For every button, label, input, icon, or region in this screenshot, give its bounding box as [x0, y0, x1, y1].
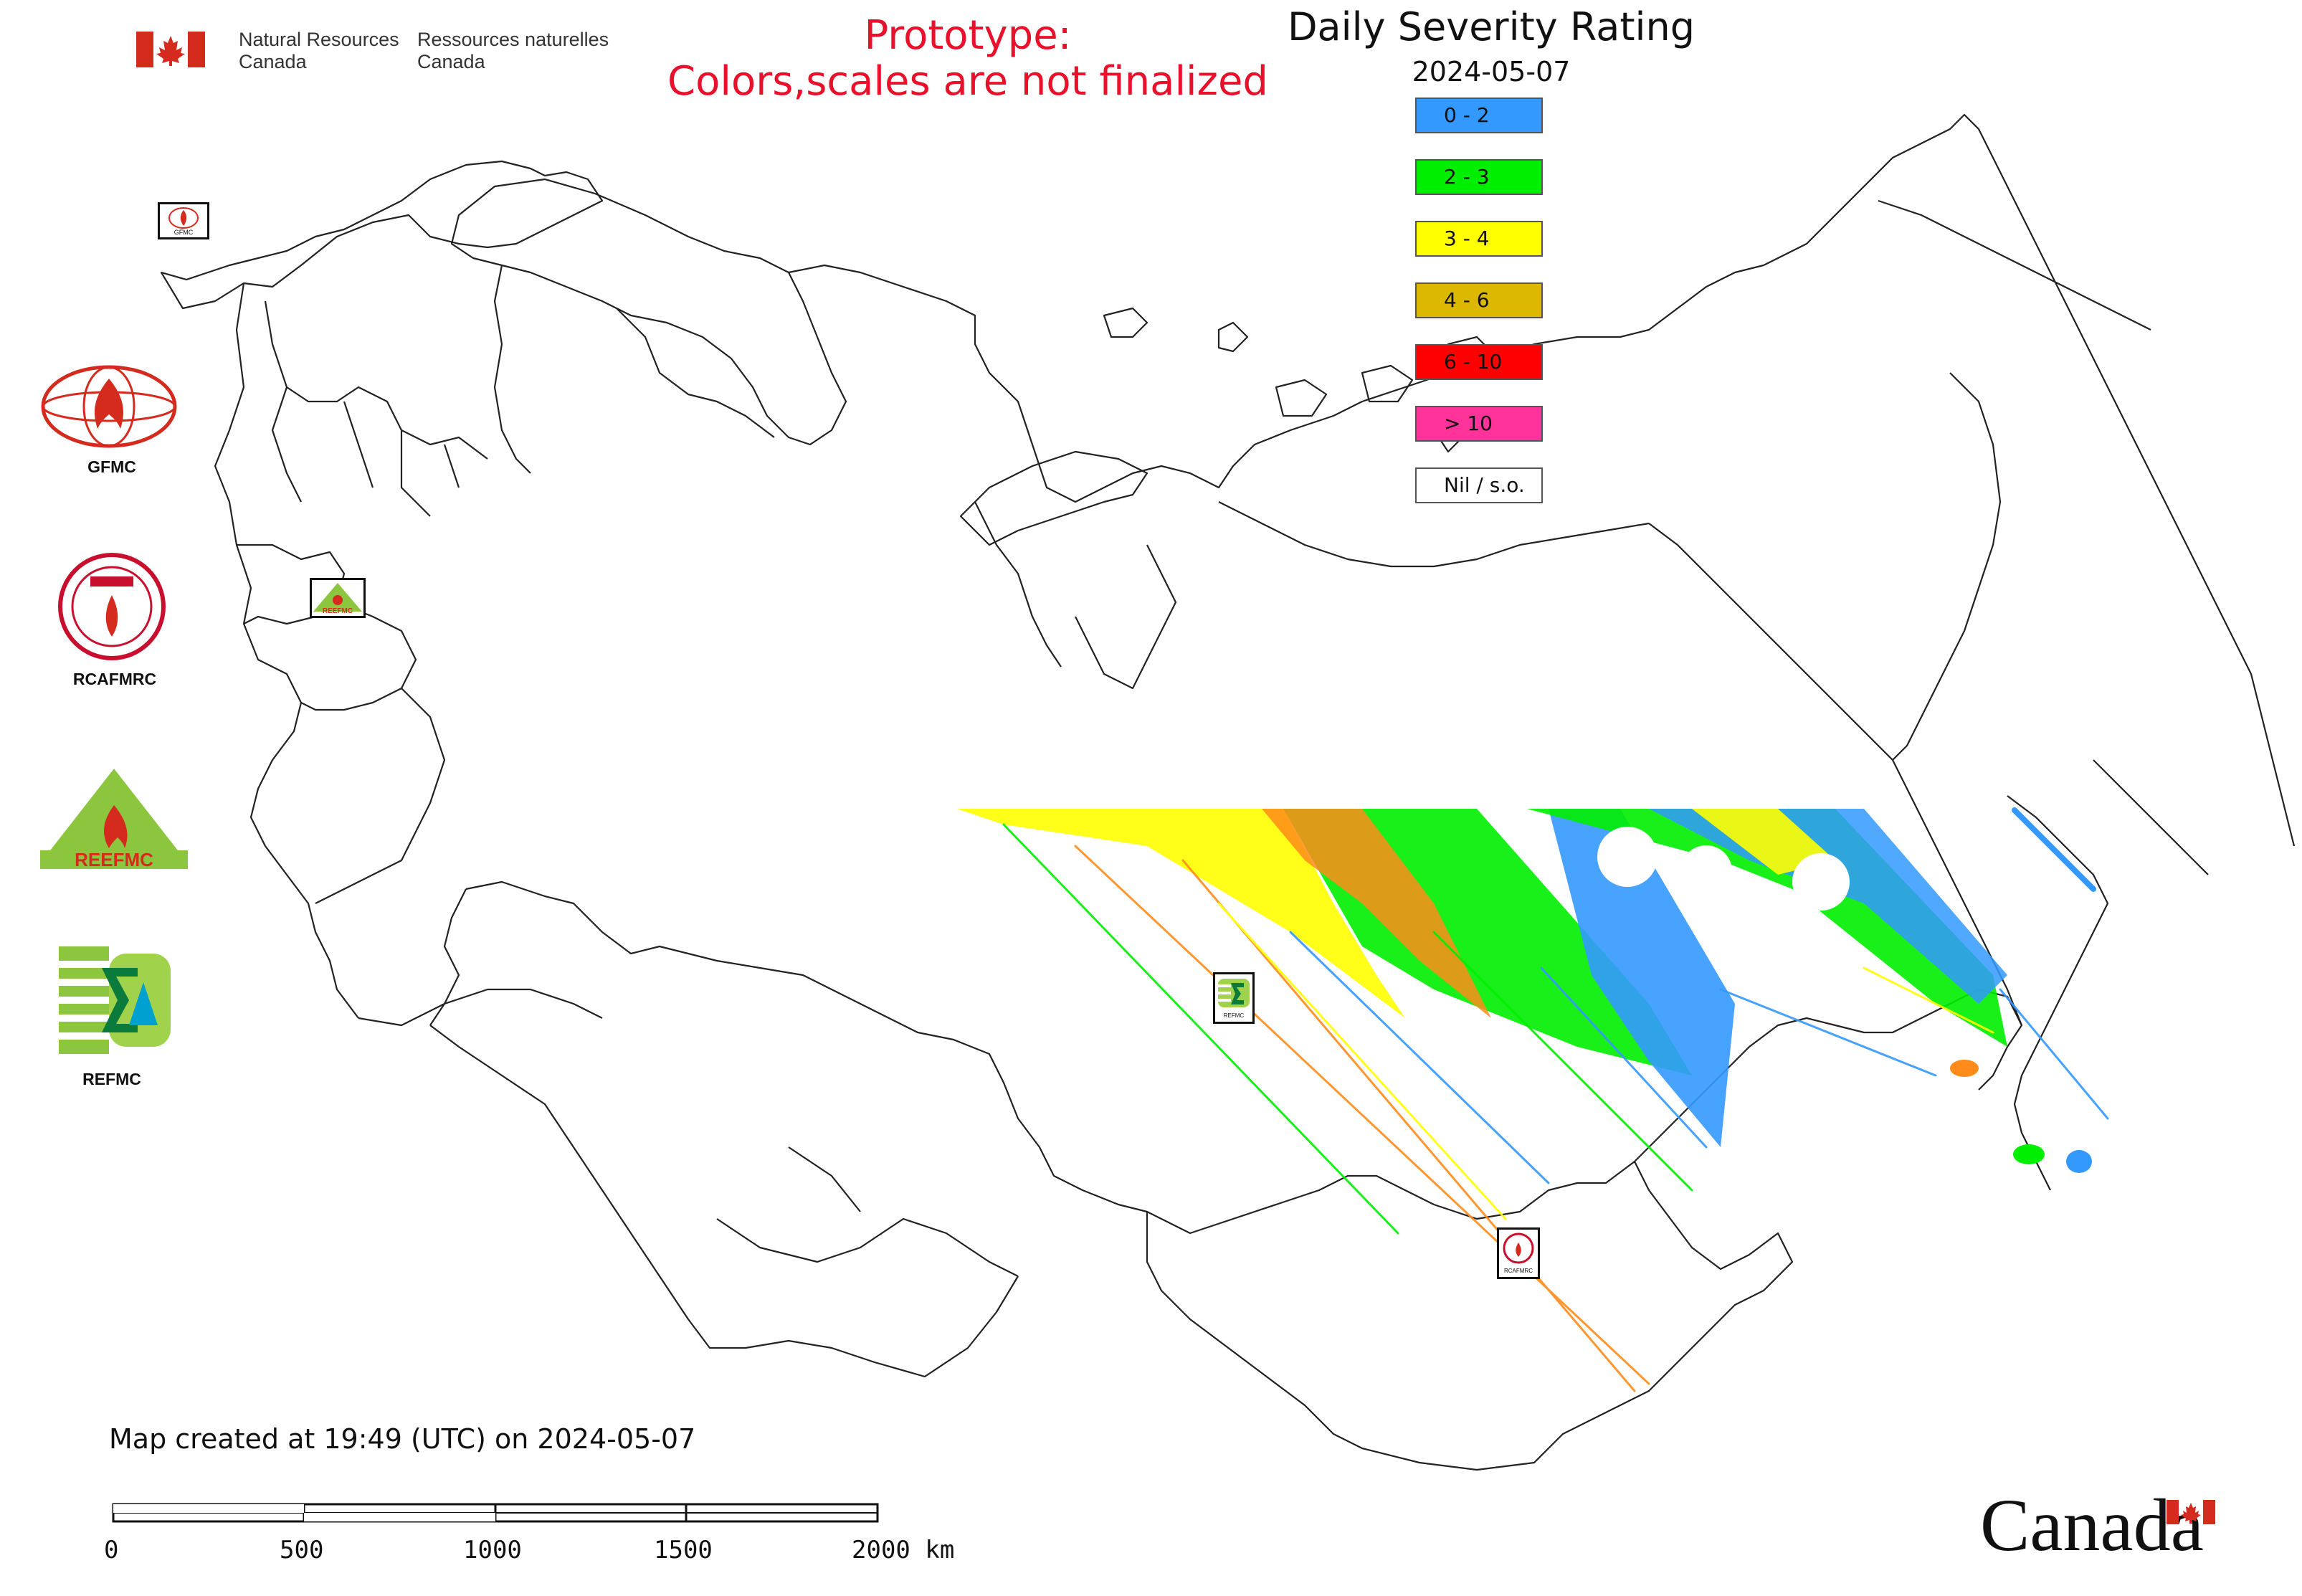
legend-class-3: 4 - 6: [1415, 282, 1543, 318]
central-asia-internal: [716, 1146, 1019, 1277]
taymyr-coast: [1218, 501, 1650, 568]
rcafmrc-marker[interactable]: RCAFMRC: [1497, 1227, 1540, 1279]
canada-wordmark-flag-icon: [2167, 1500, 2215, 1524]
scandinavia-internal: [264, 300, 488, 517]
kuril-islands: [2093, 759, 2209, 875]
refmc-marker-icon: REFMC: [1218, 979, 1250, 1019]
rcafmrc-marker-icon: RCAFMRC: [1503, 1232, 1534, 1274]
dept-name-fr-line1: Ressources naturelles: [417, 29, 609, 50]
gfmc-globe-flame-logo: [41, 365, 177, 448]
central-asia-border: [429, 1025, 1019, 1378]
dept-name-fr: Ressources naturelles Canada: [417, 29, 609, 73]
raster-east-yellow: [1692, 809, 1835, 875]
legend-class-0: 0 - 2: [1415, 98, 1543, 133]
scale-label-1500: 1500: [654, 1536, 713, 1564]
gfmc-marker-label: GFMC: [174, 229, 194, 236]
reefmc-marker[interactable]: REEFMC: [310, 578, 366, 618]
raster-yellow-band: [957, 809, 1405, 1018]
rcafmrc-logo-label: RCAFMRC: [72, 670, 157, 688]
legend-title: Daily Severity Rating: [1287, 4, 1695, 49]
reefmc-triangle-logo: REEFMC: [40, 769, 188, 870]
canada-wordmark: Canada: [1980, 1484, 2204, 1567]
chukotka: [1878, 199, 2151, 331]
legend-class-5: > 10: [1415, 406, 1543, 442]
legend-class-4: 6 - 10: [1415, 344, 1543, 380]
refmc-marker[interactable]: REFMC: [1213, 972, 1255, 1024]
scale-label-1000: 1000: [463, 1536, 522, 1564]
white-sea-inlet: [616, 308, 775, 438]
raster-blue-band: [1549, 809, 1735, 1147]
svg-text:REEFMC: REEFMC: [75, 849, 153, 870]
map-created-timestamp: Map created at 19:49 (UTC) on 2024-05-07: [109, 1423, 696, 1455]
scale-label-2000: 2000 km: [852, 1536, 955, 1564]
far-east-coast: [1763, 113, 2296, 847]
ukraine-border: [315, 688, 446, 904]
scale-bar: [112, 1503, 879, 1523]
reefmc-marker-icon: REEFMC: [313, 583, 362, 615]
novaya-zemlya: [959, 450, 1148, 546]
legend-class-2: 3 - 4: [1415, 221, 1543, 257]
gfmc-marker[interactable]: GFMC: [158, 202, 209, 239]
dept-name-en-line1: Natural Resources: [239, 29, 399, 50]
reefmc-marker-label: REEFMC: [323, 607, 353, 615]
prototype-line2: Colors,scales are not finalized: [667, 58, 1268, 105]
arctic-coast: [788, 264, 1764, 503]
dept-name-fr-line2: Canada: [417, 51, 485, 72]
legend-class-1: 2 - 3: [1415, 159, 1543, 195]
kazakhstan-west: [429, 888, 467, 1026]
western-border: [214, 282, 359, 1019]
yamal-peninsula: [974, 501, 1177, 690]
raster-east-blue: [1649, 809, 2007, 1004]
country-boundaries: [160, 113, 2296, 1471]
kamchatka: [1892, 372, 2002, 761]
raster-orange-band: [1262, 809, 1491, 1018]
finland-border: [493, 265, 531, 474]
dept-name-en-line2: Canada: [239, 51, 307, 72]
mongolia-border: [1146, 1160, 1794, 1471]
gfmc-logo-label: GFMC: [87, 457, 136, 476]
refmc-logo-label: REFMC: [82, 1070, 141, 1088]
legend-class-6: Nil / s.o.: [1415, 467, 1543, 503]
scandinavia-coast: [160, 160, 604, 310]
kazakhstan-north-border: [465, 880, 1148, 1213]
prototype-line1: Prototype:: [864, 12, 1072, 59]
dept-name-en: Natural Resources Canada: [239, 29, 399, 73]
legend-date: 2024-05-07: [1412, 56, 1571, 87]
gfmc-marker-icon: GFMC: [168, 207, 199, 236]
caucasus-border: [358, 988, 603, 1027]
refmc-sigma-logo: [59, 946, 171, 1054]
canada-flag-icon: [136, 32, 205, 67]
refmc-marker-label: REFMC: [1224, 1012, 1245, 1019]
prototype-warning: Prototype: Colors,scales are not finaliz…: [645, 13, 1290, 105]
severity-raster: [957, 807, 2109, 1392]
okhotsk-coast: [1648, 523, 2023, 1026]
scale-label-0: 0: [104, 1536, 119, 1564]
kola-peninsula: [450, 178, 847, 446]
scale-label-500: 500: [280, 1536, 324, 1564]
sakhalin: [2007, 795, 2109, 1191]
coastal-islands: [1103, 307, 1464, 453]
rcafmrc-marker-label: RCAFMRC: [1504, 1268, 1533, 1274]
rcafmrc-round-seal-logo: [58, 553, 166, 660]
